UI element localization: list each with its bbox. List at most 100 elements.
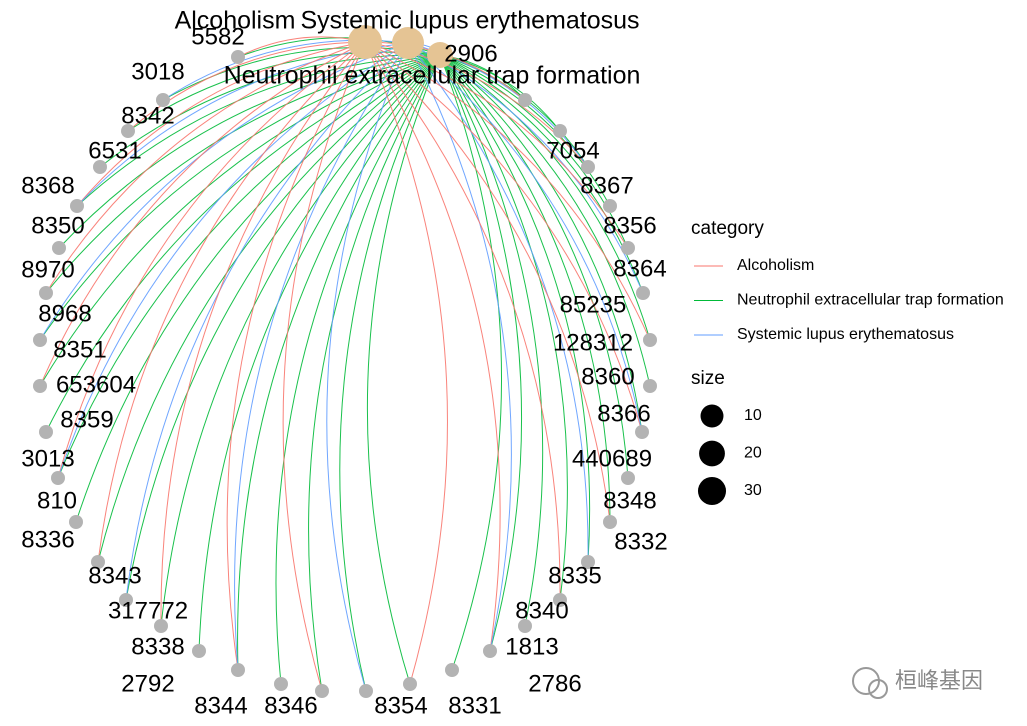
edge xyxy=(57,42,409,479)
gene-node xyxy=(192,644,206,658)
gene-label: 8348 xyxy=(603,487,656,514)
gene-node xyxy=(603,515,617,529)
gene-node xyxy=(119,593,133,607)
legend: category size Alcoholism Neutrophil extra… xyxy=(691,218,1004,506)
gene-label: 8968 xyxy=(38,300,91,327)
size-label: 30 xyxy=(744,482,762,499)
gene-label: 8335 xyxy=(548,562,601,589)
edge xyxy=(39,54,441,341)
gene-node xyxy=(581,160,595,174)
edge xyxy=(39,54,441,387)
edge xyxy=(439,54,629,479)
gene-node xyxy=(69,515,83,529)
edge xyxy=(57,54,441,479)
edge xyxy=(45,54,441,433)
gene-label: 317772 xyxy=(108,597,188,624)
gene-node xyxy=(39,286,53,300)
gene-label: 8368 xyxy=(21,172,74,199)
gene-node xyxy=(91,555,105,569)
gene-node xyxy=(635,425,649,439)
legend-title: category xyxy=(691,218,764,239)
gene-label: 5582 xyxy=(191,23,244,50)
gene-label: 810 xyxy=(37,487,77,514)
edge xyxy=(234,42,409,671)
gene-label: 8331 xyxy=(448,692,501,719)
gene-label: 8343 xyxy=(88,562,141,589)
edge xyxy=(125,54,441,601)
edge xyxy=(339,54,441,692)
watermark-icon xyxy=(868,679,888,699)
gene-node xyxy=(93,160,107,174)
edge xyxy=(364,41,611,523)
edge xyxy=(226,41,366,671)
gene-node xyxy=(636,286,650,300)
category-label: Neutrophil extracellular trap formation xyxy=(224,62,641,90)
size-key xyxy=(697,476,727,506)
gene-node xyxy=(483,644,497,658)
edge xyxy=(439,54,522,652)
gene-label: 8366 xyxy=(597,400,650,427)
gene-node xyxy=(553,593,567,607)
gene-node xyxy=(359,684,373,698)
category-label: Systemic lupus erythematosus xyxy=(300,7,639,35)
edge xyxy=(198,54,441,652)
gene-node xyxy=(51,471,65,485)
legend-label: Neutrophil extracellular trap formation xyxy=(737,292,1004,309)
gene-label: 3013 xyxy=(21,445,74,472)
edge xyxy=(237,54,441,671)
gene-label: 3018 xyxy=(131,58,184,85)
edge xyxy=(439,54,591,563)
edge xyxy=(439,54,611,523)
gene-node xyxy=(643,333,657,347)
edge xyxy=(407,42,643,433)
edge xyxy=(97,41,366,563)
edge xyxy=(364,41,448,685)
gene-label: 7054 xyxy=(546,137,599,164)
edge xyxy=(407,42,512,652)
gene-label: 8354 xyxy=(374,692,427,719)
gene-node xyxy=(231,50,245,64)
legend-label: Systemic lupus erythematosus xyxy=(737,326,954,343)
gene-node xyxy=(643,379,657,393)
gene-label: 8350 xyxy=(31,212,84,239)
gene-label: 85235 xyxy=(560,291,627,318)
gene-node xyxy=(518,93,532,107)
gene-node xyxy=(621,471,635,485)
watermark-text: 桓峰基因 xyxy=(895,668,983,693)
gene-node xyxy=(70,199,84,213)
nodes xyxy=(33,25,657,698)
edge xyxy=(439,54,611,207)
edge xyxy=(97,54,441,563)
gene-label: 8970 xyxy=(21,256,74,283)
edge xyxy=(364,41,501,652)
gene-label: 8359 xyxy=(60,406,113,433)
gene-label: 8367 xyxy=(580,172,633,199)
gene-node xyxy=(154,619,168,633)
gene-label: 8346 xyxy=(264,692,317,719)
edge xyxy=(160,41,366,627)
gene-node xyxy=(581,555,595,569)
gene-node xyxy=(52,241,66,255)
edge xyxy=(364,41,651,341)
edge xyxy=(439,54,568,601)
edge xyxy=(326,42,409,692)
legend-title: size xyxy=(691,368,725,389)
edge xyxy=(439,54,643,433)
edge xyxy=(439,54,629,249)
gene-label: 6531 xyxy=(88,137,141,164)
gene-node xyxy=(403,677,417,691)
edge xyxy=(125,42,409,601)
gene-label: 8340 xyxy=(515,597,568,624)
edge xyxy=(364,41,643,433)
edge xyxy=(160,54,441,627)
gene-label: 440689 xyxy=(572,445,652,472)
category-label: Alcoholism xyxy=(175,7,296,35)
edge xyxy=(407,42,589,563)
gene-node xyxy=(39,425,53,439)
edge xyxy=(275,54,441,685)
edge xyxy=(45,54,441,294)
gene-label: 653604 xyxy=(56,371,136,398)
gene-label: 8364 xyxy=(613,255,666,282)
size-key xyxy=(700,404,724,428)
gene-node xyxy=(231,663,245,677)
